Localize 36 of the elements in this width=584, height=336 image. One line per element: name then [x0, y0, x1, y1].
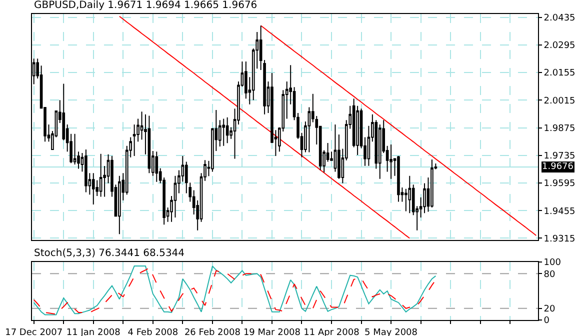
y-tick-label: 2.0155: [544, 68, 576, 79]
line-series: [118, 16, 410, 239]
candlestick: [408, 175, 412, 214]
x-tick-label: 19 Mar 2008: [243, 328, 301, 336]
candlestick: [430, 159, 434, 208]
y-tick-label: 20: [544, 304, 556, 315]
y-tick-label: 1.9875: [544, 124, 576, 134]
ref-line-label: 1.9676: [542, 162, 574, 172]
y-tick-label: 1.9315: [544, 234, 576, 244]
y-tick-label: 1.9595: [544, 179, 576, 190]
y-tick-label: 80: [544, 270, 556, 280]
candlestick: [390, 144, 392, 180]
y-tick-label: 0: [544, 316, 550, 326]
y-tick-label: 2.0295: [544, 41, 576, 52]
candlestick: [99, 153, 102, 198]
chart-title: GBPUSD,Daily 1.9671 1.9694 1.9665 1.9676: [34, 0, 258, 11]
line-series: [260, 25, 537, 236]
y-tick-label: 1.9735: [544, 152, 576, 162]
y-tick-label: 100: [544, 258, 562, 268]
x-tick-label: 4 Feb 2008: [128, 328, 178, 336]
y-tick-label: 2.0435: [544, 14, 576, 24]
x-tick-label: 17 Dec 2007: [5, 328, 63, 336]
candlestick: [92, 172, 95, 205]
candlestick: [378, 124, 382, 180]
y-tick-label: 1.9455: [544, 206, 576, 217]
x-tick-label: 26 Feb 2008: [184, 328, 241, 336]
candlestick: [84, 148, 88, 193]
y-tick-label: 2.0015: [544, 96, 576, 106]
candlestick: [155, 151, 158, 182]
candlestick: [226, 116, 229, 144]
candlestick: [118, 175, 121, 235]
candlestick: [73, 133, 76, 165]
chart-title: Stoch(5,3,3) 76.3441 68.5344: [34, 248, 185, 259]
candlestick: [222, 118, 226, 146]
candlestick: [148, 115, 151, 174]
candlestick: [397, 155, 400, 202]
